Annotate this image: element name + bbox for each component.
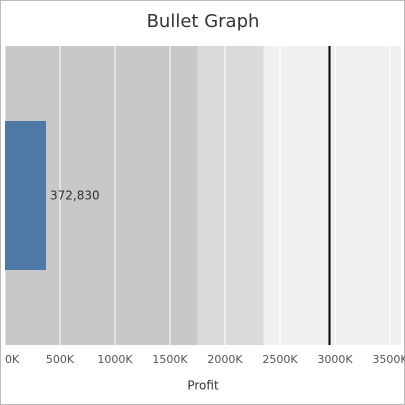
x-axis-title: Profit xyxy=(187,379,219,393)
x-tick-label: 2000K xyxy=(207,353,243,366)
x-tick-label: 3500K xyxy=(372,353,405,366)
x-tick-label: 500K xyxy=(46,353,75,366)
x-tick-label: 2500K xyxy=(262,353,298,366)
data-label: 372,830 xyxy=(50,189,100,203)
x-tick-label: 1000K xyxy=(97,353,133,366)
x-tick-label: 1500K xyxy=(152,353,188,366)
range-band xyxy=(263,46,401,345)
x-tick-label: 3000K xyxy=(317,353,353,366)
bar xyxy=(5,121,47,270)
x-tick-label: 0K xyxy=(5,353,20,366)
chart-title: Bullet Graph xyxy=(147,11,260,32)
range-band xyxy=(197,46,264,345)
